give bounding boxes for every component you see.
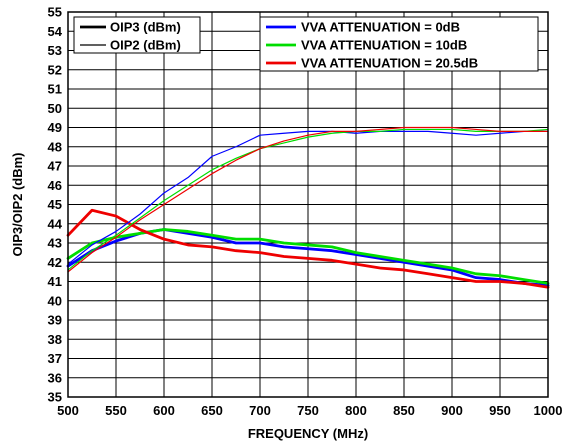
legend-color-label-10db: VVA ATTENUATION = 10dB <box>301 38 467 53</box>
y-tick-label: 53 <box>48 43 62 58</box>
y-tick-label: 49 <box>48 120 62 135</box>
x-axis-label: FREQUENCY (MHz) <box>248 426 368 441</box>
y-tick-label: 51 <box>48 82 62 97</box>
x-tick-label: 1000 <box>534 403 563 418</box>
y-tick-label: 35 <box>48 390 62 405</box>
y-tick-label: 42 <box>48 255 62 270</box>
y-tick-label: 45 <box>48 197 62 212</box>
y-tick-label: 36 <box>48 370 62 385</box>
x-tick-label: 800 <box>345 403 367 418</box>
series-line-oip2-3 <box>67 130 549 265</box>
legend-style-label-oip3: OIP3 (dBm) <box>110 20 181 35</box>
y-tick-label: 50 <box>48 101 62 116</box>
legend-color-box <box>259 16 539 72</box>
legend-style-label-oip2: OIP2 (dBm) <box>110 38 181 53</box>
y-tick-label: 54 <box>48 24 63 39</box>
y-axis-label: OIP3/OIP2 (dBm) <box>10 152 25 256</box>
series-line-oip2-5 <box>67 126 549 273</box>
series-lines <box>66 126 550 289</box>
y-tick-label: 48 <box>48 139 62 154</box>
y-tick-label: 44 <box>48 216 63 231</box>
y-tick-label: 38 <box>48 332 62 347</box>
y-tick-label: 52 <box>48 62 62 77</box>
x-tick-label: 600 <box>153 403 175 418</box>
y-tick-label: 41 <box>48 274 62 289</box>
legend-style-box <box>73 16 201 54</box>
x-tick-label: 650 <box>201 403 223 418</box>
y-tick-label: 55 <box>48 5 62 20</box>
y-tick-label: 46 <box>48 178 62 193</box>
x-tick-label: 850 <box>393 403 415 418</box>
legend-color-label-20-5db: VVA ATTENUATION = 20.5dB <box>301 56 478 71</box>
y-tick-label: 40 <box>48 293 62 308</box>
x-tick-label: 900 <box>441 403 463 418</box>
x-tick-label: 550 <box>105 403 127 418</box>
legend-color-label-0db: VVA ATTENUATION = 0dB <box>301 20 460 35</box>
y-tick-labels: 35 36 37 38 39 40 41 42 43 44 45 46 47 48 49 50 51 52 53 54… <box>48 5 63 405</box>
legend-line-style: OIP3 (dBm) OIP2 (dBm) <box>73 16 201 54</box>
x-tick-labels: 500 550 600 650 700 750 800 850 900 950 1000 <box>57 403 562 418</box>
x-tick-label: 950 <box>489 403 511 418</box>
x-tick-label: 750 <box>297 403 319 418</box>
legend-colors: VVA ATTENUATION = 0dB VVA ATTENUATION = … <box>259 16 539 72</box>
y-tick-label: 47 <box>48 159 62 174</box>
series-line-oip2-4 <box>67 128 549 271</box>
x-tick-label: 500 <box>57 403 79 418</box>
series-line-oip3-2 <box>66 208 550 289</box>
x-tick-label: 700 <box>249 403 271 418</box>
y-tick-label: 37 <box>48 351 62 366</box>
y-tick-label: 43 <box>48 236 62 251</box>
y-tick-label: 39 <box>48 313 62 328</box>
plot-frame <box>67 11 549 398</box>
